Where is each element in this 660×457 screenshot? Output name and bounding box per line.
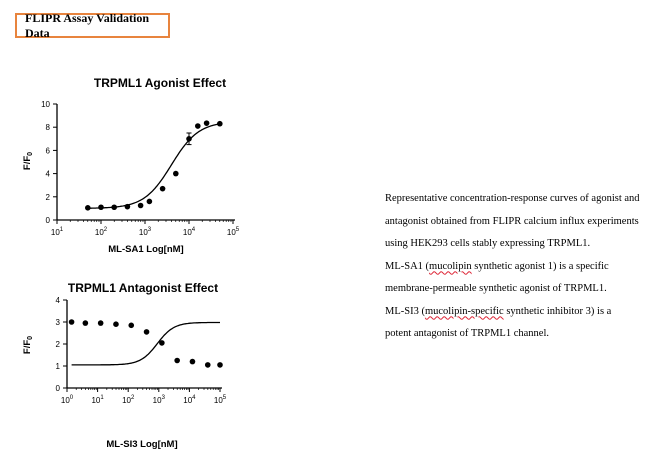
data-point [111, 204, 117, 211]
data-point [143, 329, 150, 335]
y-tick-label: 0 [46, 216, 51, 225]
header-title: FLIPR Assay Validation Data [15, 11, 170, 40]
description-line: Representative concentration-response cu… [385, 193, 640, 204]
y-tick-label: 10 [41, 100, 50, 109]
x-axis-label: ML-SA1 Log[nM] [108, 244, 183, 255]
data-point [204, 362, 211, 368]
spellcheck-word: mucolipin [429, 260, 472, 272]
data-point [97, 320, 104, 326]
y-tick-label: 1 [56, 362, 61, 371]
data-point [217, 362, 223, 368]
chart-title: TRPML1 Agonist Effect [94, 76, 226, 90]
y-axis-label: F/F0 [22, 152, 34, 170]
data-point [186, 136, 192, 142]
y-tick-label: 8 [46, 123, 51, 132]
data-point [146, 198, 153, 205]
y-tick-label: 2 [56, 340, 61, 349]
fit-curve [87, 123, 220, 209]
data-point [195, 123, 201, 129]
data-point [189, 358, 196, 365]
data-point [217, 120, 223, 127]
fit-curve [71, 321, 220, 366]
data-point [113, 321, 119, 328]
svg-text:F/F0: F/F0 [22, 152, 34, 170]
x-tick-label: 103 [153, 395, 166, 405]
data-point [173, 170, 179, 177]
x-tick-label: 101 [91, 395, 104, 405]
description-line: ML-SI3 (mucolipin-specific synthetic inh… [385, 305, 612, 317]
data-point [98, 204, 104, 211]
y-tick-label: 6 [46, 146, 51, 155]
x-tick-label: 104 [183, 395, 196, 405]
y-tick-label: 4 [46, 170, 51, 179]
y-axis-label: F/F0 [22, 336, 34, 354]
description-line: using HEK293 cells stably expressing TRP… [385, 238, 591, 249]
x-tick-label: 105 [227, 227, 240, 237]
data-point [124, 203, 131, 210]
data-point [82, 320, 89, 326]
data-point [159, 340, 165, 346]
data-point [128, 322, 135, 329]
y-tick-label: 4 [56, 296, 61, 305]
x-tick-label: 104 [183, 227, 196, 237]
data-point [85, 205, 91, 211]
x-axis-label: ML-SI3 Log[nM] [106, 439, 177, 450]
svg-text:F/F0: F/F0 [22, 336, 34, 354]
chart-title: TRPML1 Antagonist Effect [68, 281, 218, 295]
data-point [68, 319, 75, 325]
x-tick-label: 102 [122, 395, 135, 405]
description-text: Representative concentration-response cu… [385, 188, 648, 346]
x-tick-label: 102 [95, 227, 108, 237]
spellcheck-word: mucolipin-specific [424, 305, 504, 317]
x-tick-label: 100 [61, 395, 74, 405]
data-point [159, 185, 166, 192]
description-line: membrane-permeable synthetic agonist of … [385, 283, 607, 294]
y-tick-label: 2 [46, 193, 51, 202]
x-tick-label: 105 [214, 395, 227, 405]
x-tick-label: 101 [51, 227, 64, 237]
description-line: antagonist obtained from FLIPR calcium i… [385, 215, 639, 227]
y-tick-label: 3 [56, 318, 61, 327]
data-point [174, 357, 180, 364]
data-point [203, 120, 210, 126]
description-line: potent antagonist of TRPML1 channel. [385, 328, 549, 339]
y-tick-label: 0 [56, 384, 61, 393]
description-line: ML-SA1 (mucolipin synthetic agonist 1) i… [385, 260, 609, 272]
data-point [137, 202, 144, 209]
x-tick-label: 103 [139, 227, 152, 237]
